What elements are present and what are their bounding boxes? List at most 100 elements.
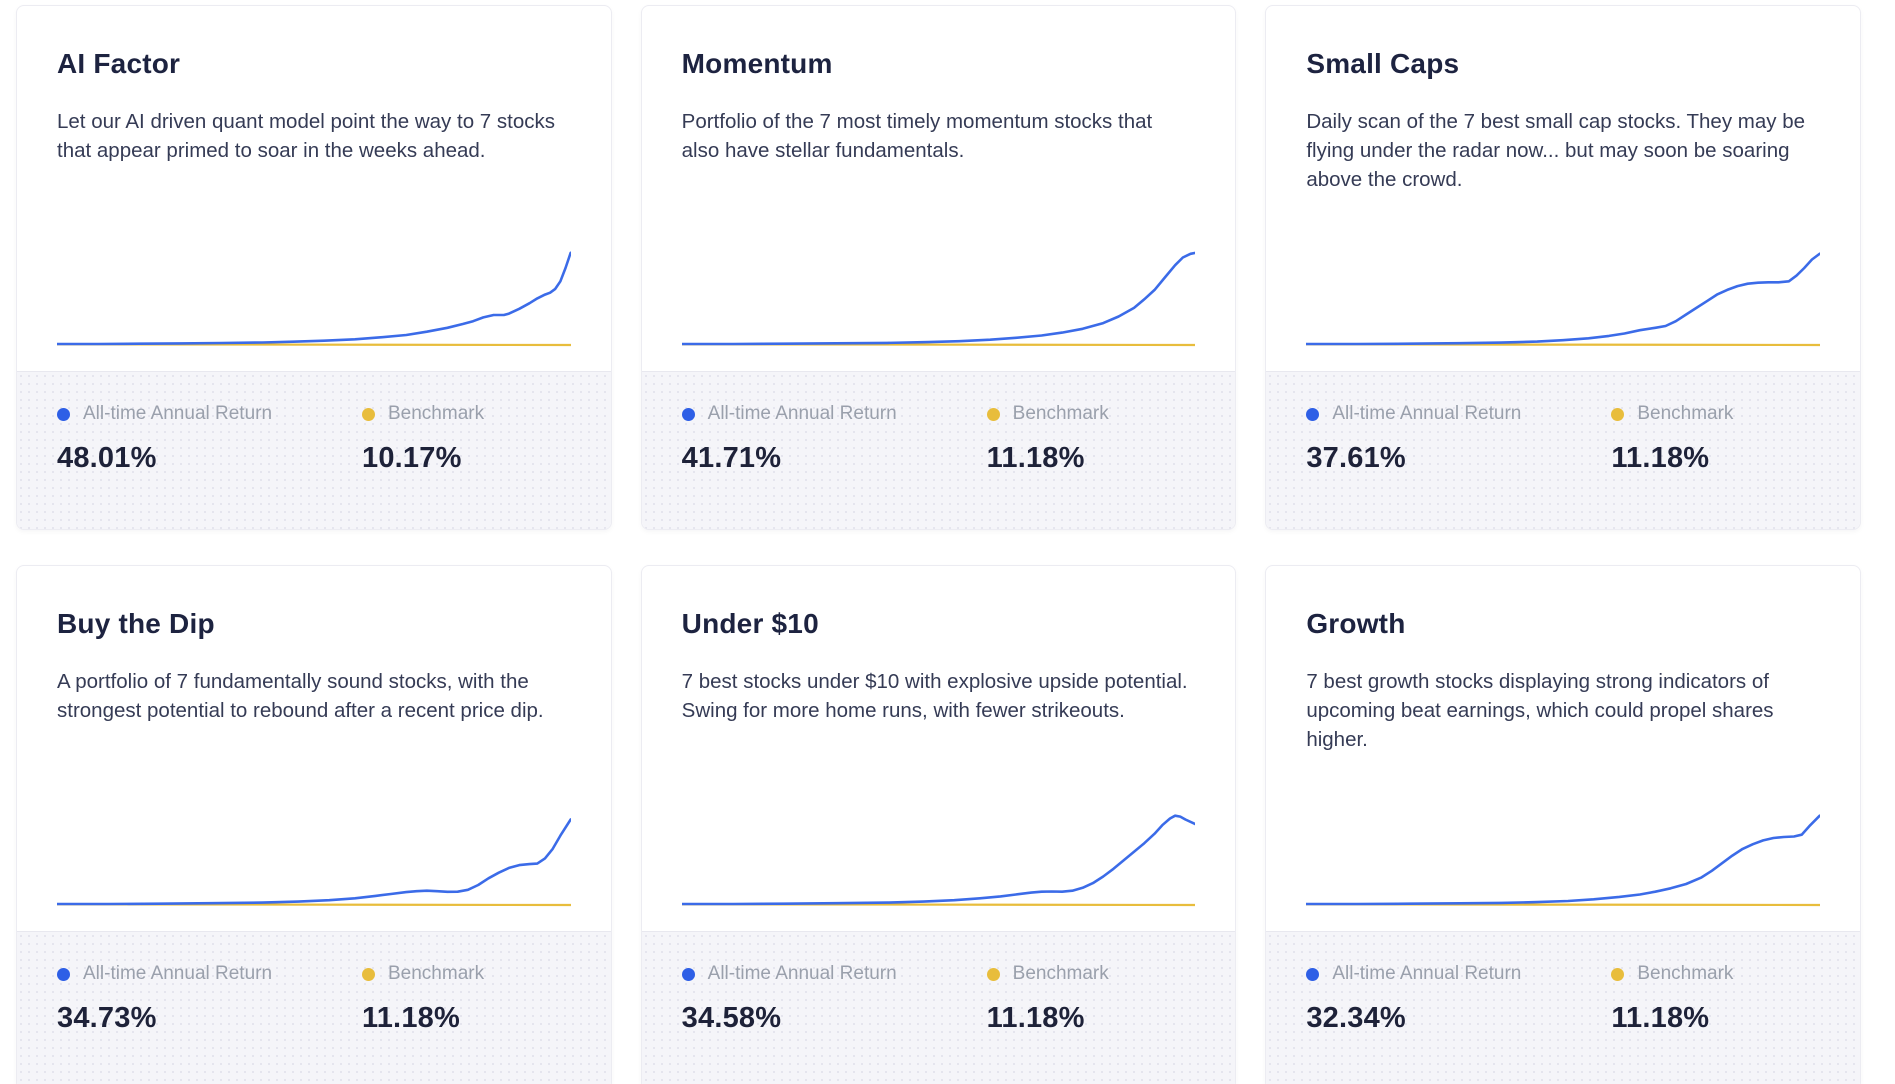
return-legend-label: All-time Annual Return <box>1332 403 1522 424</box>
stat-row-values: 37.61% 11.18% <box>1306 425 1820 475</box>
portfolio-card-buy-the-dip[interactable]: Buy the Dip A portfolio of 7 fundamental… <box>16 565 612 1084</box>
return-legend: All-time Annual Return <box>1306 403 1611 425</box>
return-dot-icon <box>1306 407 1320 421</box>
card-title: Small Caps <box>1306 48 1460 79</box>
line-chart-svg <box>57 818 571 907</box>
benchmark-legend-label: Benchmark <box>1637 403 1734 424</box>
line-chart-svg <box>681 251 1196 347</box>
benchmark-dot-icon <box>986 967 1000 981</box>
stat-row-legend: All-time Annual Return Benchmark <box>57 403 571 425</box>
stat-row-values: 34.58% 11.18% <box>682 985 1196 1035</box>
stat-row-values: 34.73% 11.18% <box>57 985 571 1035</box>
benchmark-dot-icon <box>362 967 375 981</box>
portfolio-card-under-10[interactable]: Under $10 7 best stocks under $10 with e… <box>640 565 1237 1084</box>
card-title: Growth <box>1306 608 1406 639</box>
card-body: Under $10 7 best stocks under $10 with e… <box>642 566 1236 931</box>
card-footer: All-time Annual Return Benchmark 34.58% … <box>641 931 1236 1084</box>
benchmark-value: 11.18% <box>986 442 1085 474</box>
return-value: 48.01% <box>57 442 157 474</box>
return-dot-icon <box>681 407 695 421</box>
return-legend-label: All-time Annual Return <box>83 403 273 424</box>
portfolio-card-momentum[interactable]: Momentum Portfolio of the 7 most timely … <box>640 5 1237 530</box>
stat-row-values: 41.71% 11.18% <box>682 425 1196 475</box>
stat-row-legend: All-time Annual Return Benchmark <box>681 963 1196 985</box>
card-title: Under $10 <box>681 608 819 639</box>
benchmark-value: 11.18% <box>1611 442 1710 474</box>
performance-chart <box>57 793 571 925</box>
card-footer: All-time Annual Return Benchmark 32.34% … <box>1266 931 1860 1084</box>
card-description: A portfolio of 7 fundamentally sound sto… <box>57 670 544 722</box>
return-legend-label: All-time Annual Return <box>707 963 897 984</box>
performance-chart <box>681 233 1196 365</box>
line-chart-svg <box>681 814 1196 907</box>
card-body: Momentum Portfolio of the 7 most timely … <box>642 6 1236 371</box>
benchmark-legend-label: Benchmark <box>1012 963 1109 984</box>
return-value: 32.34% <box>1306 1002 1406 1034</box>
performance-chart <box>57 233 571 365</box>
card-title: AI Factor <box>57 48 181 79</box>
card-description: 7 best stocks under $10 with explosive u… <box>681 670 1188 722</box>
benchmark-value: 10.17% <box>362 442 462 474</box>
return-dot-icon <box>1306 967 1320 981</box>
return-value: 34.73% <box>57 1002 157 1034</box>
benchmark-value: 11.18% <box>362 1002 460 1034</box>
return-legend-label: All-time Annual Return <box>707 403 897 424</box>
card-body: Growth 7 best growth stocks displaying s… <box>1266 566 1860 931</box>
stat-row-legend: All-time Annual Return Benchmark <box>1306 963 1820 985</box>
stat-row-legend: All-time Annual Return Benchmark <box>681 403 1196 425</box>
performance-chart <box>681 793 1196 925</box>
card-body: Buy the Dip A portfolio of 7 fundamental… <box>17 566 611 931</box>
card-title: Momentum <box>681 48 833 79</box>
card-footer: All-time Annual Return Benchmark 37.61% … <box>1266 371 1860 529</box>
benchmark-dot-icon <box>362 407 375 421</box>
card-description: Let our AI driven quant model point the … <box>57 110 555 162</box>
return-value: 37.61% <box>1306 442 1406 474</box>
benchmark-legend: Benchmark <box>986 403 1196 425</box>
return-legend-label: All-time Annual Return <box>83 963 273 984</box>
card-description: 7 best growth stocks displaying strong i… <box>1306 670 1774 751</box>
card-body: Small Caps Daily scan of the 7 best smal… <box>1266 6 1860 371</box>
benchmark-legend-label: Benchmark <box>388 963 485 984</box>
return-legend: All-time Annual Return <box>57 963 362 985</box>
portfolio-card-small-caps[interactable]: Small Caps Daily scan of the 7 best smal… <box>1265 5 1861 530</box>
benchmark-legend: Benchmark <box>1611 963 1820 985</box>
portfolio-card-growth[interactable]: Growth 7 best growth stocks displaying s… <box>1265 565 1861 1084</box>
return-legend-label: All-time Annual Return <box>1332 963 1522 984</box>
card-description: Portfolio of the 7 most timely momentum … <box>681 110 1153 162</box>
performance-chart <box>1306 793 1820 925</box>
card-title: Buy the Dip <box>57 608 215 639</box>
portfolio-card-ai-factor[interactable]: AI Factor Let our AI driven quant model … <box>16 5 612 530</box>
stat-row-legend: All-time Annual Return Benchmark <box>1306 403 1820 425</box>
performance-chart <box>1306 233 1820 365</box>
stat-row-legend: All-time Annual Return Benchmark <box>57 963 571 985</box>
return-dot-icon <box>57 967 70 981</box>
return-legend: All-time Annual Return <box>681 403 987 425</box>
benchmark-dot-icon <box>1611 967 1625 981</box>
benchmark-value: 11.18% <box>986 1002 1085 1034</box>
card-footer: All-time Annual Return Benchmark 34.73% … <box>17 931 611 1084</box>
card-body: AI Factor Let our AI driven quant model … <box>17 6 611 371</box>
benchmark-legend: Benchmark <box>1611 403 1820 425</box>
return-dot-icon <box>681 967 695 981</box>
benchmark-dot-icon <box>986 407 1000 421</box>
benchmark-legend: Benchmark <box>362 963 571 985</box>
benchmark-legend: Benchmark <box>362 403 571 425</box>
benchmark-legend-label: Benchmark <box>388 403 485 424</box>
line-chart-svg <box>1306 814 1820 907</box>
return-legend: All-time Annual Return <box>1306 963 1611 985</box>
return-dot-icon <box>57 407 70 421</box>
stat-row-values: 32.34% 11.18% <box>1306 985 1820 1035</box>
line-chart-svg <box>57 251 571 347</box>
return-value: 34.58% <box>681 1002 782 1034</box>
return-value: 41.71% <box>681 442 782 474</box>
return-legend: All-time Annual Return <box>57 403 362 425</box>
stat-row-values: 48.01% 10.17% <box>57 425 571 475</box>
benchmark-dot-icon <box>1611 407 1625 421</box>
card-footer: All-time Annual Return Benchmark 48.01% … <box>17 371 611 529</box>
benchmark-legend: Benchmark <box>986 963 1196 985</box>
card-description: Daily scan of the 7 best small cap stock… <box>1306 110 1806 191</box>
benchmark-value: 11.18% <box>1611 1002 1710 1034</box>
return-legend: All-time Annual Return <box>681 963 987 985</box>
line-chart-svg <box>1306 252 1820 347</box>
